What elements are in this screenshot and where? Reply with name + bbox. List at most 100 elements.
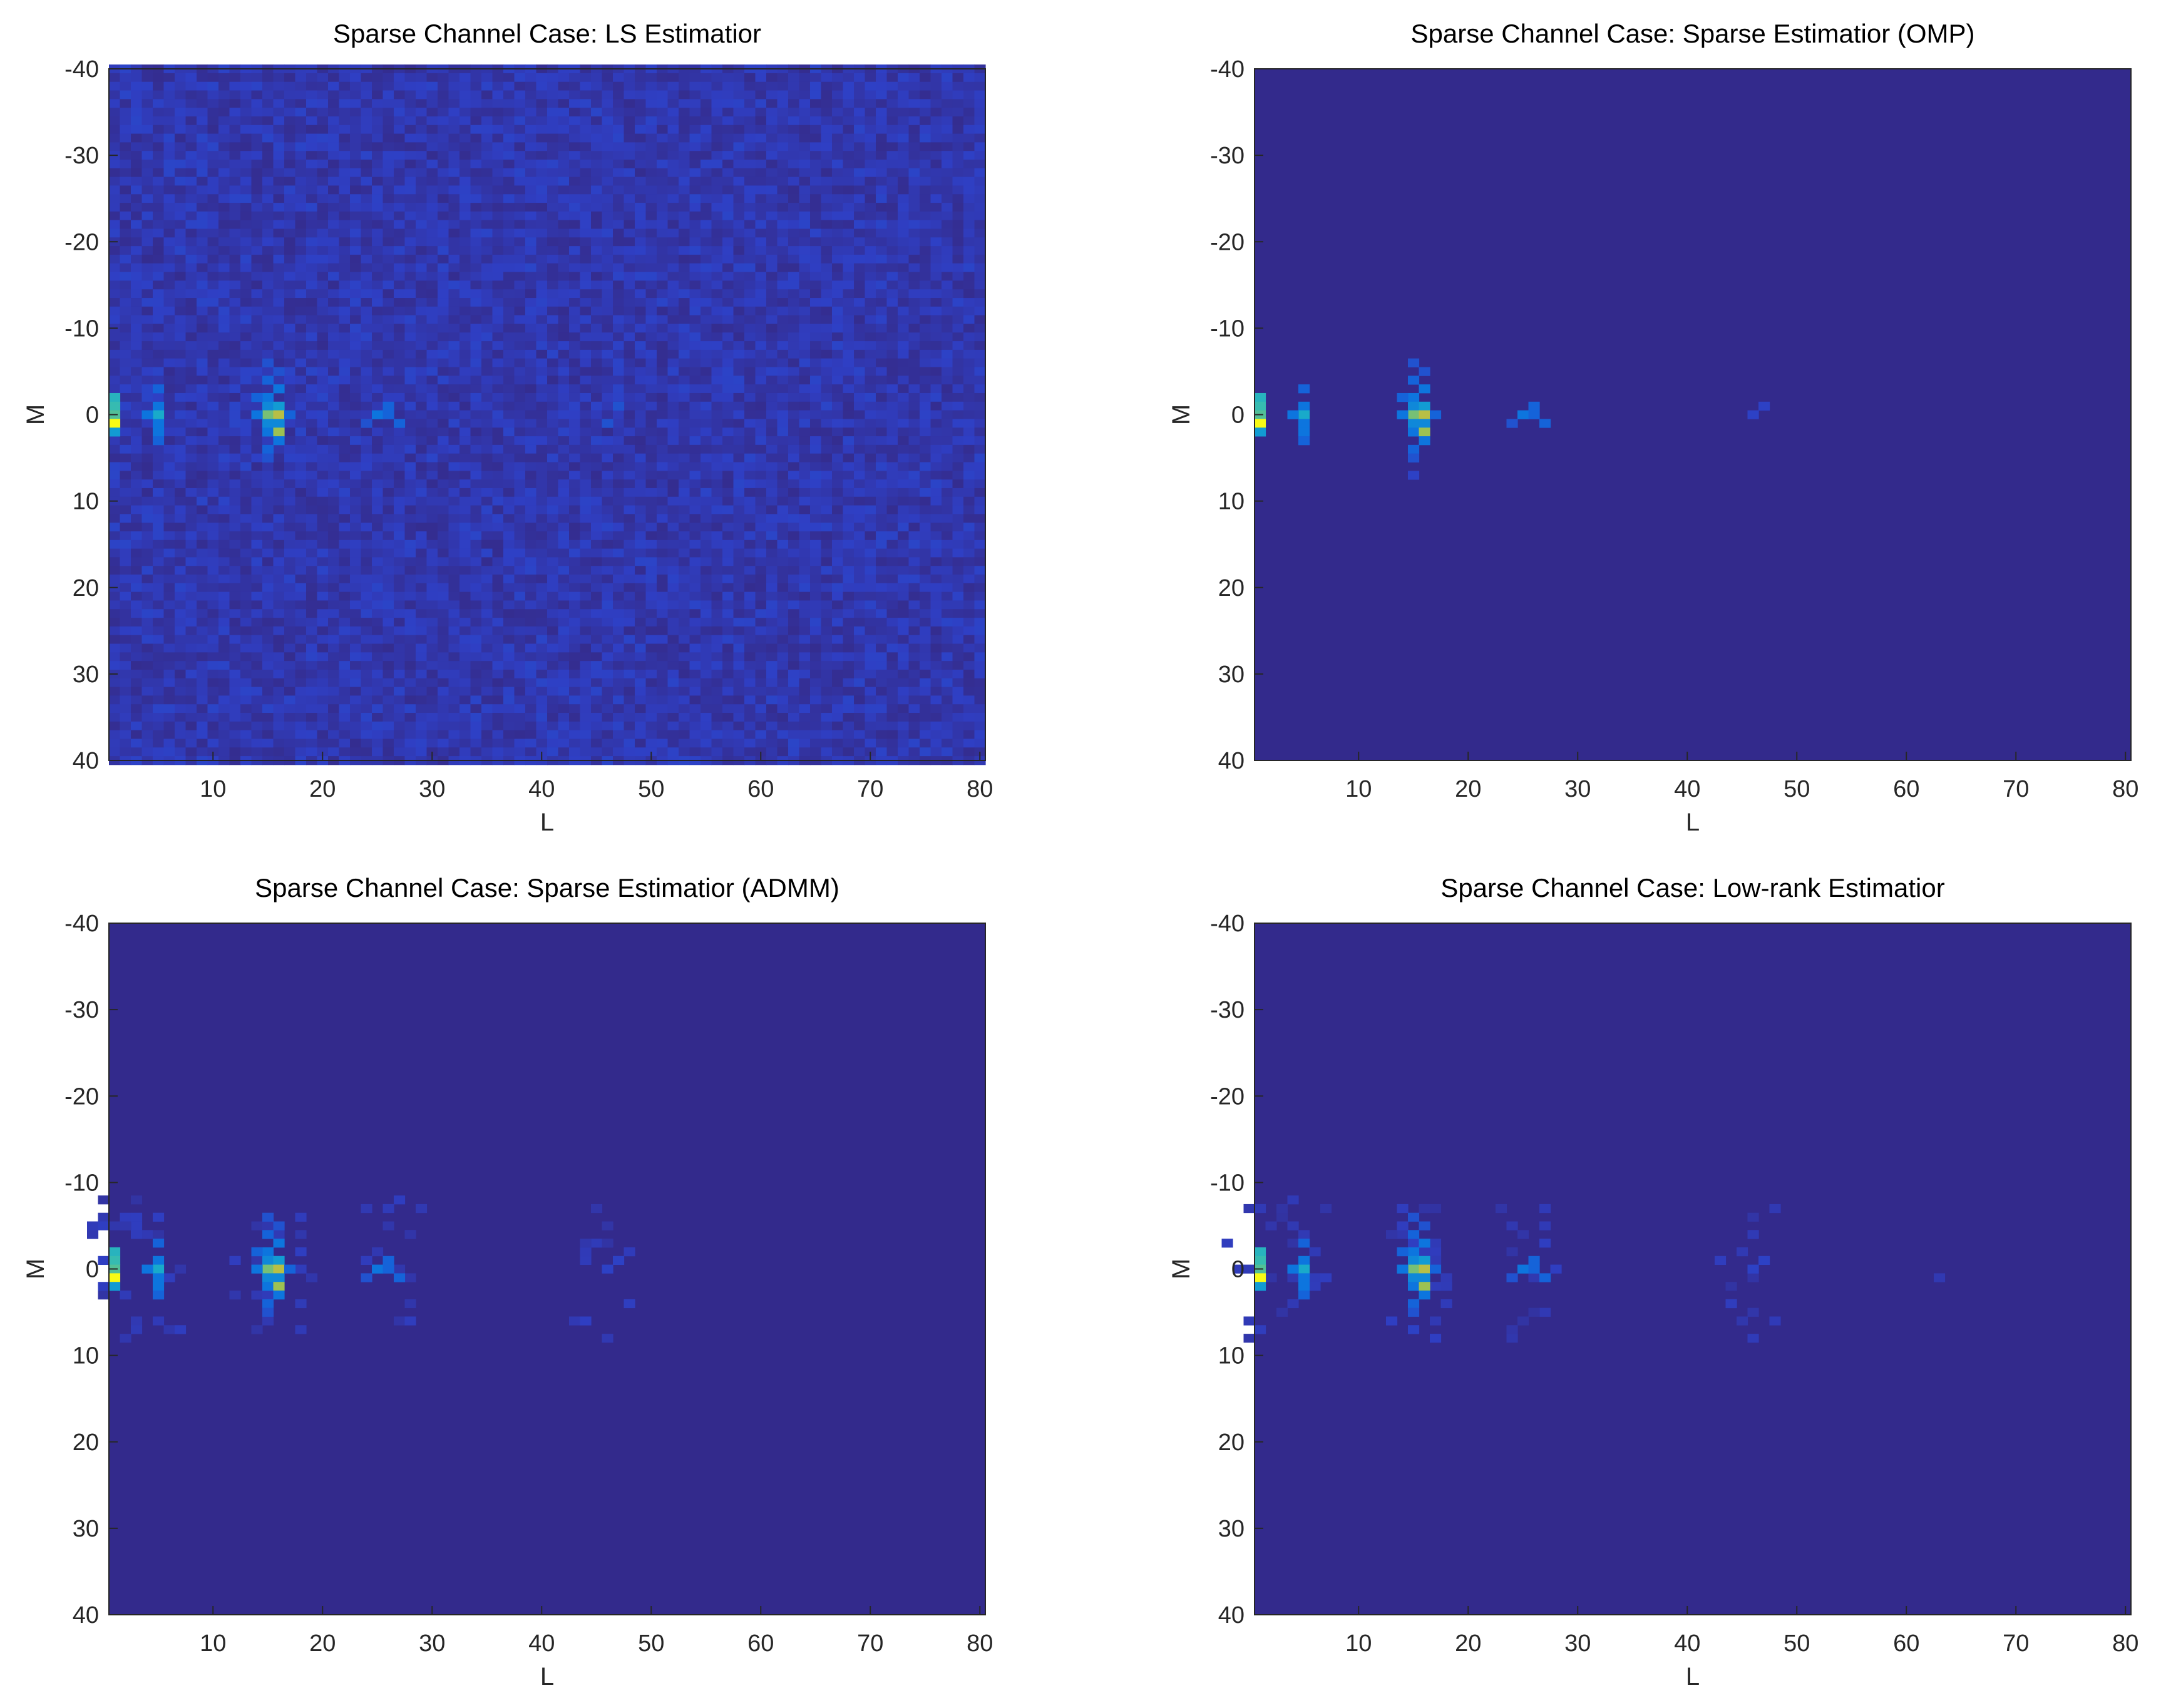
heatmap-noise-cell bbox=[251, 185, 263, 195]
heatmap-noise-cell bbox=[536, 505, 548, 514]
heatmap-noise-cell bbox=[536, 479, 548, 489]
heatmap-noise-cell bbox=[569, 496, 581, 506]
heatmap-noise-cell bbox=[744, 626, 756, 636]
heatmap-noise-cell bbox=[448, 349, 460, 359]
heatmap-noise-cell bbox=[185, 626, 197, 636]
heatmap-noise-cell bbox=[525, 237, 537, 247]
heatmap-noise-cell bbox=[667, 332, 679, 342]
heatmap-noise-cell bbox=[547, 523, 559, 532]
heatmap-noise-cell bbox=[416, 747, 428, 757]
heatmap-noise-cell bbox=[689, 220, 701, 229]
heatmap-noise-cell bbox=[711, 401, 723, 411]
heatmap-noise-cell bbox=[514, 151, 526, 160]
heatmap-noise-cell bbox=[426, 341, 438, 350]
heatmap-noise-cell bbox=[361, 643, 372, 653]
heatmap-noise-cell bbox=[481, 194, 493, 203]
heatmap-noise-cell bbox=[295, 548, 307, 558]
heatmap-noise-cell bbox=[416, 168, 428, 178]
heatmap-noise-cell bbox=[536, 531, 548, 541]
heatmap-noise-cell bbox=[657, 254, 669, 264]
heatmap-noise-cell bbox=[711, 566, 723, 575]
heatmap-noise-cell bbox=[207, 721, 219, 731]
heatmap-noise-cell bbox=[185, 548, 197, 558]
heatmap-noise-cell bbox=[251, 306, 263, 316]
heatmap-noise-cell bbox=[416, 133, 428, 143]
heatmap-noise-cell bbox=[766, 237, 778, 247]
heatmap-noise-cell bbox=[525, 384, 537, 394]
heatmap-noise-cell bbox=[492, 341, 504, 350]
heatmap-noise-cell bbox=[109, 652, 121, 662]
heatmap-noise-cell bbox=[197, 401, 208, 411]
heatmap-noise-cell bbox=[306, 488, 318, 498]
heatmap-noise-cell bbox=[558, 575, 570, 584]
heatmap-noise-cell bbox=[547, 160, 559, 169]
heatmap-noise-cell bbox=[229, 203, 241, 212]
heatmap-noise-cell bbox=[722, 635, 734, 644]
heatmap-noise-cell bbox=[514, 505, 526, 514]
heatmap-noise-cell bbox=[667, 635, 679, 644]
heatmap-noise-cell bbox=[733, 462, 745, 471]
heatmap-noise-cell bbox=[492, 635, 504, 644]
heatmap-noise-cell bbox=[328, 116, 340, 126]
heatmap-noise-cell bbox=[394, 220, 406, 229]
heatmap-noise-cell bbox=[657, 730, 669, 739]
heatmap-noise-cell bbox=[361, 151, 372, 160]
heatmap-noise-cell bbox=[328, 341, 340, 350]
heatmap-noise-cell bbox=[438, 133, 449, 143]
heatmap-noise-cell bbox=[109, 488, 121, 498]
heatmap-noise-cell bbox=[514, 462, 526, 471]
heatmap-noise-cell bbox=[657, 609, 669, 618]
heatmap-noise-cell bbox=[251, 133, 263, 143]
heatmap-noise-cell bbox=[645, 661, 657, 670]
heatmap-noise-cell bbox=[273, 643, 285, 653]
heatmap-noise-cell bbox=[602, 324, 613, 333]
heatmap-noise-cell bbox=[624, 462, 635, 471]
heatmap-noise-cell bbox=[262, 591, 274, 601]
heatmap-noise-cell bbox=[120, 566, 131, 575]
heatmap-noise-cell bbox=[492, 125, 504, 135]
heatmap-noise-cell bbox=[306, 419, 318, 428]
heatmap-noise-cell bbox=[361, 392, 372, 402]
heatmap-noise-cell bbox=[744, 444, 756, 454]
heatmap-noise-cell bbox=[141, 160, 153, 169]
heatmap-noise-cell bbox=[525, 566, 537, 575]
heatmap-noise-cell bbox=[262, 332, 274, 342]
heatmap-noise-cell bbox=[251, 678, 263, 688]
heatmap-noise-cell bbox=[394, 376, 406, 385]
heatmap-noise-cell bbox=[262, 263, 274, 273]
heatmap-noise-cell bbox=[470, 324, 482, 333]
heatmap-noise-cell bbox=[525, 591, 537, 601]
heatmap-noise-cell bbox=[131, 168, 143, 178]
heatmap-noise-cell bbox=[547, 324, 559, 333]
heatmap-noise-cell bbox=[701, 721, 712, 731]
heatmap-noise-cell bbox=[197, 652, 208, 662]
heatmap-noise-cell bbox=[679, 176, 690, 186]
heatmap-noise-cell bbox=[218, 730, 230, 739]
heatmap-noise-cell bbox=[131, 108, 143, 117]
heatmap-noise-cell bbox=[722, 523, 734, 532]
heatmap-noise-cell bbox=[416, 315, 428, 324]
heatmap-noise-cell bbox=[624, 81, 635, 91]
heatmap-noise-cell bbox=[744, 228, 756, 238]
heatmap-noise-cell bbox=[372, 272, 384, 281]
heatmap-noise-cell bbox=[755, 263, 767, 273]
heatmap-noise-cell bbox=[197, 531, 208, 541]
heatmap-noise-cell bbox=[109, 523, 121, 532]
heatmap-noise-cell bbox=[569, 410, 581, 419]
heatmap-noise-cell bbox=[624, 108, 635, 117]
heatmap-noise-cell bbox=[525, 548, 537, 558]
heatmap-noise-cell bbox=[394, 453, 406, 463]
heatmap-noise-cell bbox=[197, 349, 208, 359]
heatmap-noise-cell bbox=[306, 669, 318, 679]
heatmap-noise-cell bbox=[722, 392, 734, 402]
heatmap-noise-cell bbox=[131, 133, 143, 143]
heatmap-noise-cell bbox=[470, 462, 482, 471]
heatmap-noise-cell bbox=[481, 739, 493, 748]
heatmap-noise-cell bbox=[492, 73, 504, 83]
heatmap-noise-cell bbox=[382, 142, 394, 151]
heatmap-noise-cell bbox=[591, 81, 603, 91]
heatmap-noise-cell bbox=[558, 289, 570, 299]
heatmap-noise-cell bbox=[372, 713, 384, 722]
heatmap-noise-cell bbox=[141, 505, 153, 514]
heatmap-noise-cell bbox=[361, 185, 372, 195]
